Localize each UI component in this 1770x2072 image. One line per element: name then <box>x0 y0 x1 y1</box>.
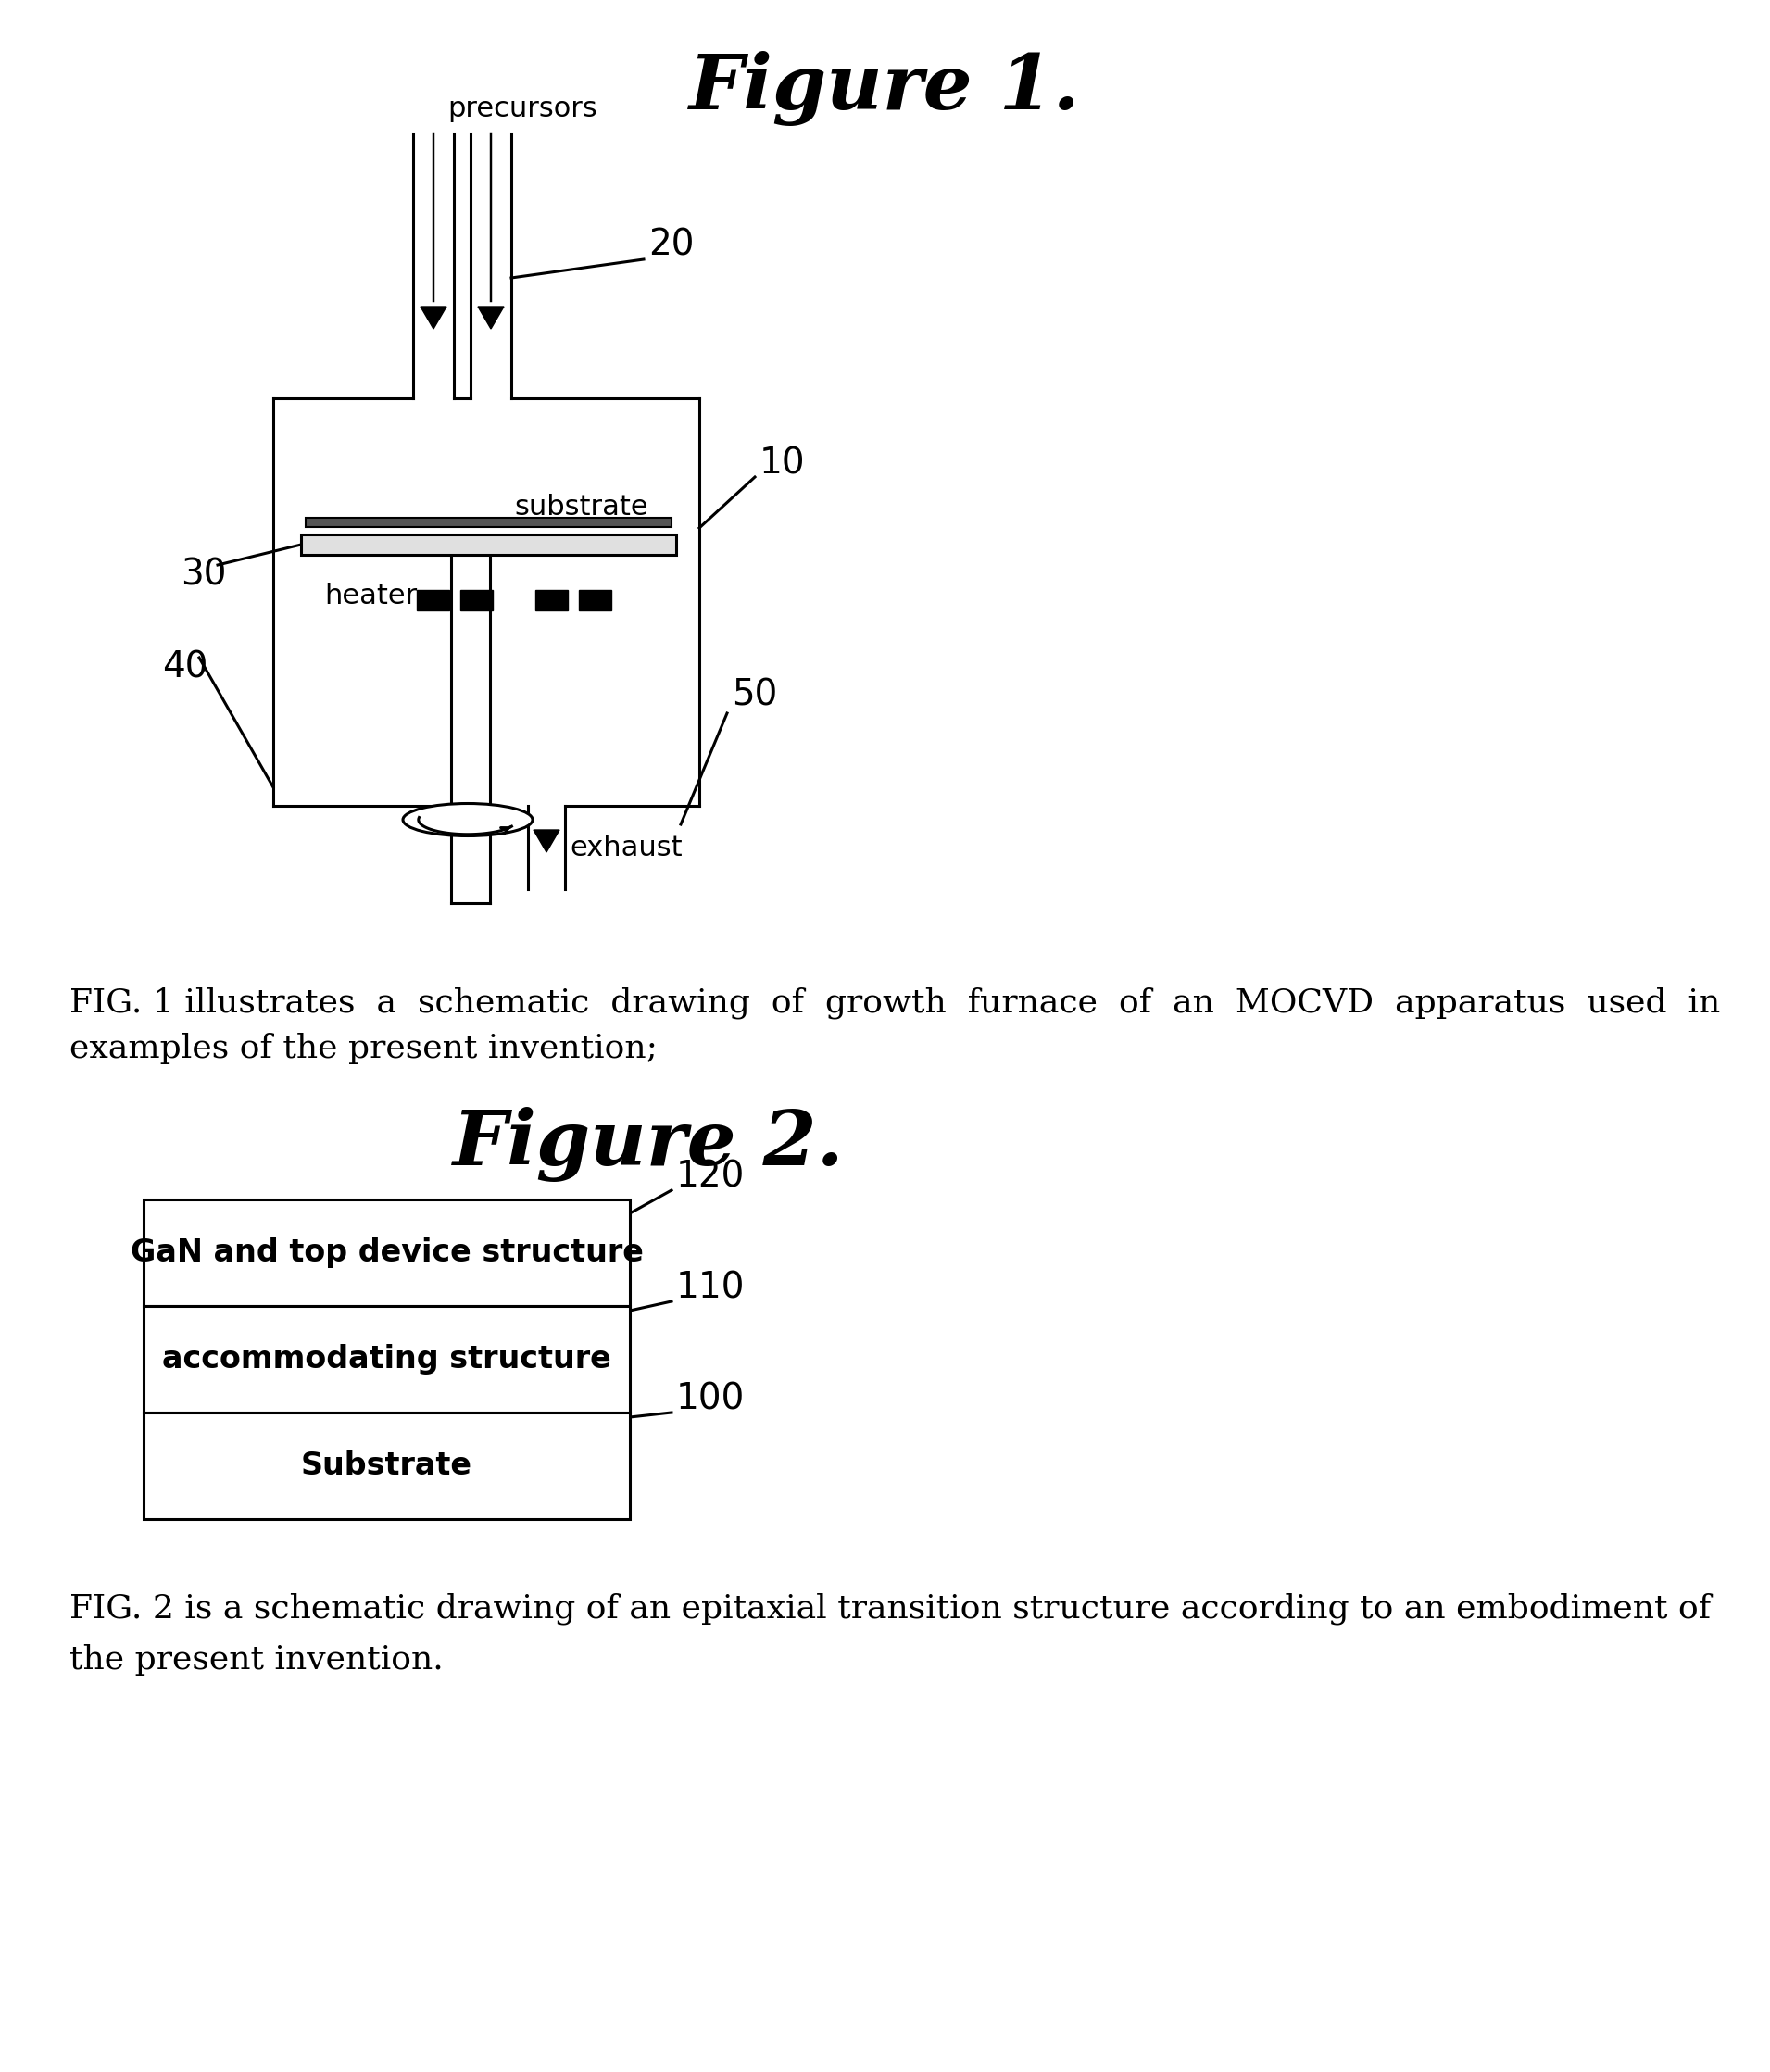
Text: 120: 120 <box>676 1158 745 1193</box>
Polygon shape <box>533 831 559 852</box>
Text: 30: 30 <box>181 557 227 593</box>
Bar <box>460 591 492 611</box>
Text: FIG. 1 illustrates  a  schematic  drawing  of  growth  furnace  of  an  MOCVD  a: FIG. 1 illustrates a schematic drawing o… <box>69 986 1720 1019</box>
Bar <box>416 591 450 611</box>
Text: Figure 1.: Figure 1. <box>689 52 1080 126</box>
Text: substrate: substrate <box>515 493 648 520</box>
Text: heater: heater <box>324 582 418 609</box>
Text: Substrate: Substrate <box>301 1450 473 1481</box>
Text: 10: 10 <box>759 445 805 481</box>
Bar <box>143 1413 630 1519</box>
Text: the present invention.: the present invention. <box>69 1643 444 1676</box>
Bar <box>535 591 568 611</box>
Bar <box>143 1200 630 1305</box>
Ellipse shape <box>404 804 533 835</box>
Text: precursors: precursors <box>448 95 596 122</box>
Polygon shape <box>421 307 446 329</box>
Text: FIG. 2 is a schematic drawing of an epitaxial transition structure according to : FIG. 2 is a schematic drawing of an epit… <box>69 1593 1712 1624</box>
Text: 50: 50 <box>731 678 777 713</box>
Bar <box>143 1305 630 1413</box>
Bar <box>306 518 671 526</box>
Text: 110: 110 <box>676 1270 745 1305</box>
Text: 20: 20 <box>648 228 694 263</box>
Text: 100: 100 <box>676 1382 745 1417</box>
Text: examples of the present invention;: examples of the present invention; <box>69 1032 657 1065</box>
Bar <box>579 591 611 611</box>
Bar <box>301 535 676 555</box>
Polygon shape <box>478 307 504 329</box>
Text: Figure 2.: Figure 2. <box>453 1106 844 1181</box>
Text: 40: 40 <box>163 649 207 684</box>
Text: GaN and top device structure: GaN and top device structure <box>131 1237 643 1268</box>
Text: exhaust: exhaust <box>570 835 681 862</box>
Text: accommodating structure: accommodating structure <box>163 1345 611 1374</box>
